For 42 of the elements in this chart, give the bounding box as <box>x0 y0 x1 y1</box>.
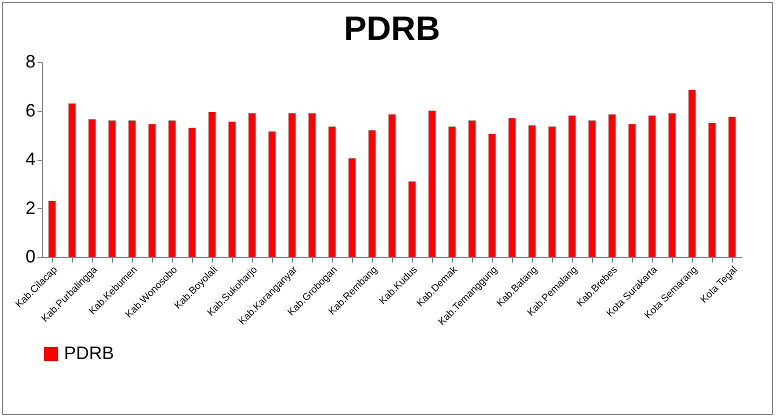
bar <box>188 128 196 257</box>
bar <box>88 119 96 257</box>
bar <box>108 120 116 257</box>
y-tick-label: 6 <box>25 100 36 120</box>
bar <box>348 158 356 257</box>
y-tick-label: 4 <box>25 149 36 169</box>
bar <box>308 113 316 257</box>
bar <box>68 103 76 257</box>
bar <box>608 114 616 257</box>
bar <box>648 116 656 257</box>
bar <box>468 120 476 257</box>
bar <box>548 126 556 257</box>
bar <box>268 131 276 257</box>
bar <box>368 130 376 257</box>
bar <box>128 120 136 257</box>
y-tick-label: 8 <box>25 52 36 72</box>
bar <box>668 113 676 257</box>
bar <box>388 114 396 257</box>
bar <box>168 120 176 257</box>
bar <box>148 124 156 257</box>
bar <box>688 90 696 257</box>
bar <box>568 116 576 257</box>
bar <box>628 124 636 257</box>
bar <box>728 116 736 257</box>
bar <box>328 126 336 257</box>
bar <box>588 120 596 257</box>
bar <box>228 122 236 257</box>
bar <box>48 200 56 257</box>
bar <box>288 113 296 257</box>
legend-label: PDRB <box>64 343 114 363</box>
bar <box>248 113 256 257</box>
bar <box>408 181 416 257</box>
bar <box>428 110 436 257</box>
bar <box>528 125 536 257</box>
y-tick-label: 2 <box>25 198 36 218</box>
chart-title: PDRB <box>344 10 440 48</box>
bar <box>708 122 716 257</box>
bar <box>508 118 516 257</box>
y-tick-label: 0 <box>25 246 36 266</box>
bar <box>448 126 456 257</box>
bar <box>488 134 496 257</box>
bar <box>208 112 216 257</box>
